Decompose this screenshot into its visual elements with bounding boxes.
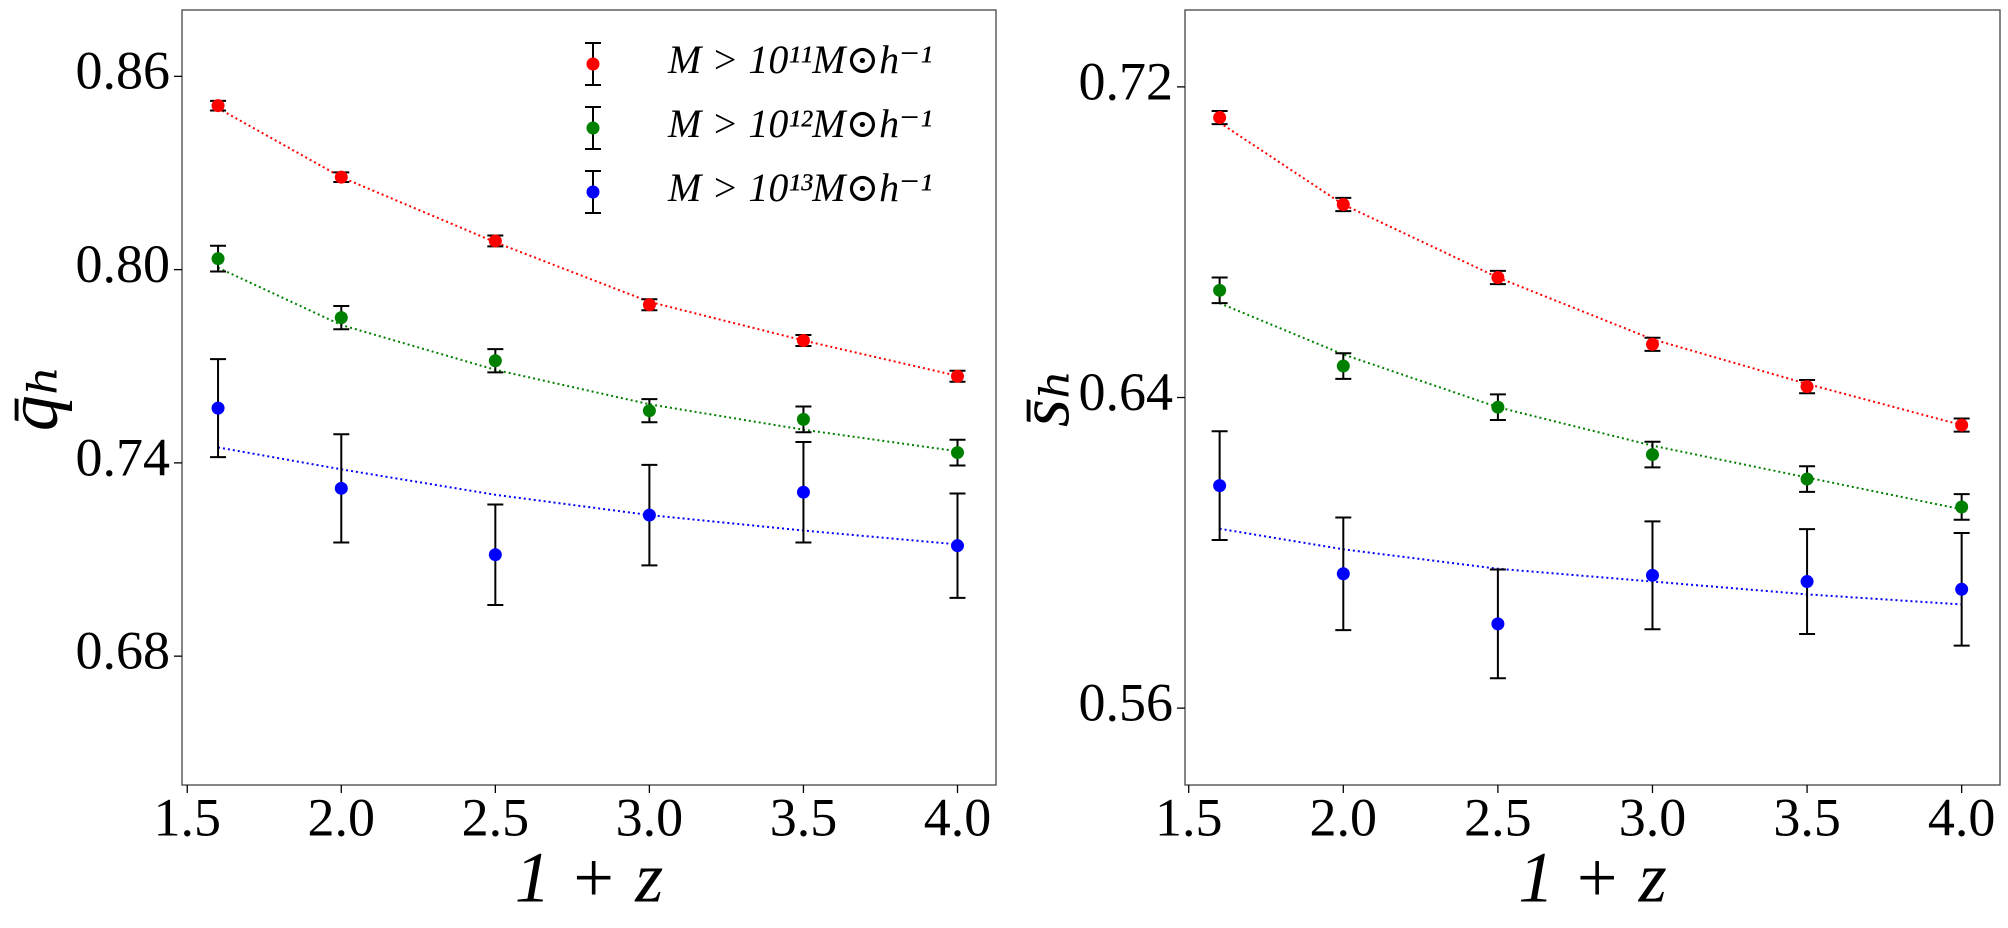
fit-line	[217, 107, 958, 377]
data-point	[1645, 448, 1659, 462]
x-tick-label: 3.0	[616, 787, 684, 847]
data-point	[334, 311, 348, 325]
fit-line	[217, 266, 958, 453]
data-point	[1213, 111, 1227, 125]
data-point	[1213, 479, 1227, 493]
plot-frame	[181, 9, 997, 786]
data-point	[1955, 418, 1969, 432]
data-point	[1800, 575, 1814, 589]
y-tick-label: 0.80	[76, 234, 171, 294]
data-point	[1955, 582, 1969, 596]
x-tick-label: 3.5	[1773, 787, 1841, 847]
x-tick-label: 2.5	[1464, 787, 1532, 847]
y-tick-label: 0.74	[76, 427, 171, 487]
data-point	[1491, 271, 1505, 285]
legend-marker	[586, 121, 600, 135]
data-point	[334, 170, 348, 184]
legend-label: M > 10¹¹M⊙h⁻¹	[667, 37, 932, 82]
data-point	[1491, 400, 1505, 414]
data-point	[211, 401, 225, 415]
fit-line	[1219, 302, 1962, 511]
y-axis-label: s̄ₕ	[1005, 368, 1085, 427]
data-point	[1645, 337, 1659, 351]
x-axis-label: 1 + z	[1518, 838, 1667, 918]
x-tick-label: 2.0	[308, 787, 376, 847]
plot-frame	[1184, 9, 2001, 786]
data-point	[950, 446, 964, 460]
y-tick-label: 0.56	[1079, 673, 1174, 733]
fit-line	[217, 446, 958, 546]
data-point	[1800, 380, 1814, 394]
data-point	[211, 99, 225, 113]
legend-marker	[586, 185, 600, 199]
x-tick-label: 4.0	[924, 787, 992, 847]
data-point	[1491, 617, 1505, 631]
x-tick-label: 3.5	[770, 787, 838, 847]
y-axis-label: q̄ₕ	[0, 364, 73, 431]
y-tick-label: 0.64	[1079, 362, 1174, 422]
legend-marker	[586, 57, 600, 71]
y-tick-label: 0.86	[76, 41, 171, 101]
x-tick-label: 2.5	[462, 787, 530, 847]
fit-line	[1219, 121, 1962, 427]
fit-line	[1219, 527, 1962, 606]
y-tick-label: 0.72	[1079, 51, 1174, 111]
data-point	[1645, 568, 1659, 582]
x-axis-label: 1 + z	[515, 838, 664, 918]
data-point	[1955, 500, 1969, 514]
x-tick-label: 1.5	[153, 787, 221, 847]
data-point	[1213, 283, 1227, 297]
data-point	[796, 485, 810, 499]
data-point	[488, 234, 502, 248]
data-point	[642, 404, 656, 418]
x-tick-label: 4.0	[1928, 787, 1996, 847]
x-tick-label: 3.0	[1619, 787, 1687, 847]
data-point	[642, 298, 656, 312]
data-point	[1336, 567, 1350, 581]
data-point	[334, 481, 348, 495]
legend-label: M > 10¹²M⊙h⁻¹	[667, 101, 932, 146]
data-point	[211, 252, 225, 266]
data-point	[488, 354, 502, 368]
x-tick-label: 2.0	[1310, 787, 1378, 847]
data-point	[950, 539, 964, 553]
data-point	[796, 412, 810, 426]
data-point	[1800, 472, 1814, 486]
legend-label: M > 10¹³M⊙h⁻¹	[667, 165, 932, 210]
y-tick-label: 0.68	[76, 621, 171, 681]
x-tick-label: 1.5	[1155, 787, 1223, 847]
data-point	[796, 333, 810, 347]
data-point	[488, 548, 502, 562]
data-point	[642, 508, 656, 522]
data-point	[950, 369, 964, 383]
data-point	[1336, 198, 1350, 212]
data-point	[1336, 359, 1350, 373]
